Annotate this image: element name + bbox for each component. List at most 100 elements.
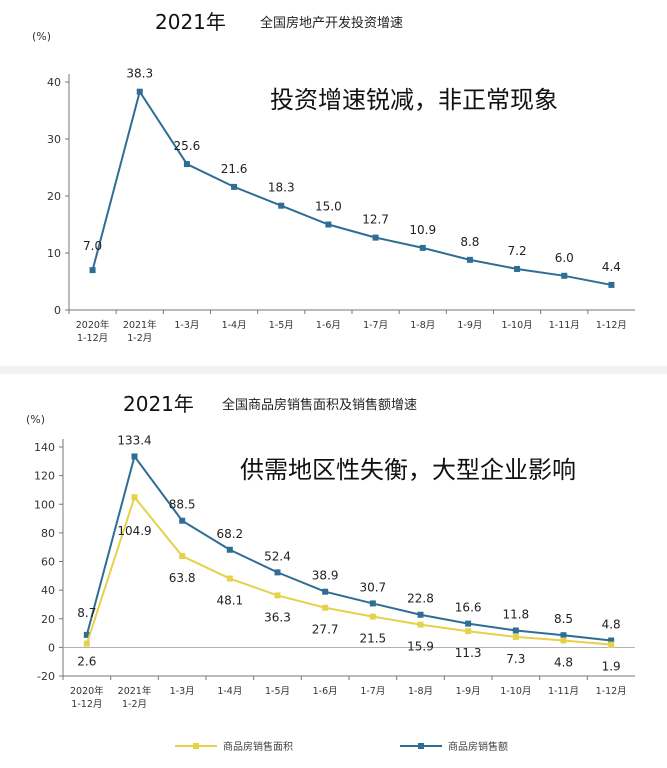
x-tick-label: 1-8月 — [410, 320, 435, 331]
y-tick-label: 60 — [41, 556, 55, 569]
x-tick-label: 2020年 1-12月 — [70, 685, 104, 710]
data-label: 52.4 — [264, 549, 291, 563]
data-label: 4.8 — [554, 656, 573, 670]
data-label: 1.9 — [602, 660, 621, 674]
data-label: 15.9 — [407, 640, 434, 654]
x-tick-label: 1-10月 — [500, 686, 531, 697]
data-label: 63.8 — [169, 571, 196, 585]
data-label: 2.6 — [77, 655, 96, 669]
data-label: 27.7 — [312, 623, 339, 637]
data-point — [322, 604, 329, 611]
data-point — [136, 88, 143, 95]
data-label: 104.9 — [117, 524, 151, 538]
x-tick-label: 1-6月 — [316, 320, 341, 331]
data-point — [417, 621, 424, 628]
data-point — [325, 221, 332, 228]
data-label: 8.8 — [460, 235, 479, 249]
x-tick-label: 1-7月 — [360, 686, 385, 697]
data-label: 4.8 — [602, 618, 621, 632]
sales-line-chart: -20 0 20 40 60 80 100 120 140 2020年 1-12月 2021年 1-2月… — [34, 433, 635, 753]
data-point — [372, 234, 379, 241]
data-label: 22.8 — [407, 592, 434, 606]
data-label: 11.8 — [502, 607, 529, 621]
data-label: 36.3 — [264, 610, 291, 624]
data-label: 30.7 — [359, 580, 386, 594]
data-label: 15.0 — [315, 200, 342, 214]
data-point — [608, 637, 615, 644]
data-label: 8.7 — [77, 606, 96, 620]
legend-marker — [418, 743, 424, 749]
investment-line-chart: 0 10 20 30 40 2020年 1-12月 2021年 1-2月 1-3月 1-4月 1-5月… — [47, 67, 635, 344]
data-point — [89, 267, 96, 274]
data-label: 25.6 — [174, 139, 201, 153]
x-tick-label: 1-5月 — [269, 320, 294, 331]
x-tick-label: 1-6月 — [313, 686, 338, 697]
y-tick-label: 40 — [41, 584, 55, 597]
legend-marker — [193, 743, 199, 749]
data-label: 11.3 — [455, 646, 482, 660]
data-point — [83, 631, 90, 638]
data-point — [608, 281, 615, 288]
chart-annotation: 投资增速锐减，非正常现象 — [270, 86, 558, 114]
x-tick-label: 2021年 1-2月 — [118, 685, 152, 710]
y-tick-label: 40 — [47, 76, 61, 89]
x-tick-label: 1-3月 — [174, 320, 199, 331]
y-tick-label: 30 — [47, 133, 61, 146]
y-tick-label: 120 — [34, 470, 55, 483]
chart-year-label: 2021年 — [123, 392, 194, 416]
x-tick-label: 1-10月 — [502, 320, 533, 331]
data-label: 68.2 — [216, 527, 243, 541]
series-line — [91, 89, 612, 286]
chart-title: 全国房地产开发投资增速 — [260, 16, 404, 31]
data-label: 7.3 — [506, 652, 525, 666]
data-label: 38.3 — [126, 67, 153, 81]
data-label: 21.5 — [359, 632, 386, 646]
data-point — [512, 627, 519, 634]
x-tick-label: 1-3月 — [170, 686, 195, 697]
data-point — [179, 553, 186, 560]
legend-label: 商品房销售面积 — [223, 740, 293, 753]
chart-annotation: 供需地区性失衡，大型企业影响 — [240, 456, 576, 484]
data-point — [131, 494, 138, 501]
investment-chart-panel: 2021年 全国房地产开发投资增速 (%) 投资增速锐减，非正常现象 0 10 20… — [0, 0, 667, 362]
chart-year-label: 2021年 — [155, 10, 226, 34]
data-point — [278, 202, 285, 209]
data-point — [561, 272, 568, 279]
y-tick-label: 80 — [41, 527, 55, 540]
data-point — [369, 600, 376, 607]
x-tick-label: 1-11月 — [548, 686, 579, 697]
data-point — [179, 517, 186, 524]
panel-divider — [0, 366, 667, 374]
data-point — [417, 611, 424, 618]
data-label: 6.0 — [555, 251, 574, 265]
data-point — [83, 640, 90, 647]
series-line — [85, 454, 612, 642]
data-label: 10.9 — [409, 223, 436, 237]
legend-label: 商品房销售额 — [448, 740, 508, 753]
data-point — [226, 546, 233, 553]
data-point — [226, 575, 233, 582]
y-tick-label: 10 — [47, 247, 61, 260]
x-tick-label: 1-4月 — [222, 320, 247, 331]
data-point — [514, 265, 521, 272]
x-tick-label: 1-4月 — [217, 686, 242, 697]
data-label: 38.9 — [312, 569, 339, 583]
data-point — [608, 641, 615, 648]
y-tick-label: 20 — [47, 190, 61, 203]
x-tick-label: 1-8月 — [408, 686, 433, 697]
chart-title: 全国商品房销售面积及销售额增速 — [222, 398, 418, 413]
x-tick-label: 2020年 1-12月 — [76, 319, 110, 344]
data-label: 16.6 — [455, 601, 482, 615]
x-tick-label: 1-12月 — [596, 320, 627, 331]
y-tick-label: 20 — [41, 613, 55, 626]
data-label: 12.7 — [362, 213, 389, 227]
data-point — [465, 620, 472, 627]
data-point — [369, 613, 376, 620]
data-point — [183, 161, 190, 168]
data-point — [560, 632, 567, 639]
y-tick-label: 0 — [48, 641, 55, 654]
y-tick-label: 0 — [54, 304, 61, 317]
data-point — [560, 637, 567, 644]
y-unit-label: (%) — [26, 413, 46, 426]
data-label: 88.5 — [169, 498, 196, 512]
